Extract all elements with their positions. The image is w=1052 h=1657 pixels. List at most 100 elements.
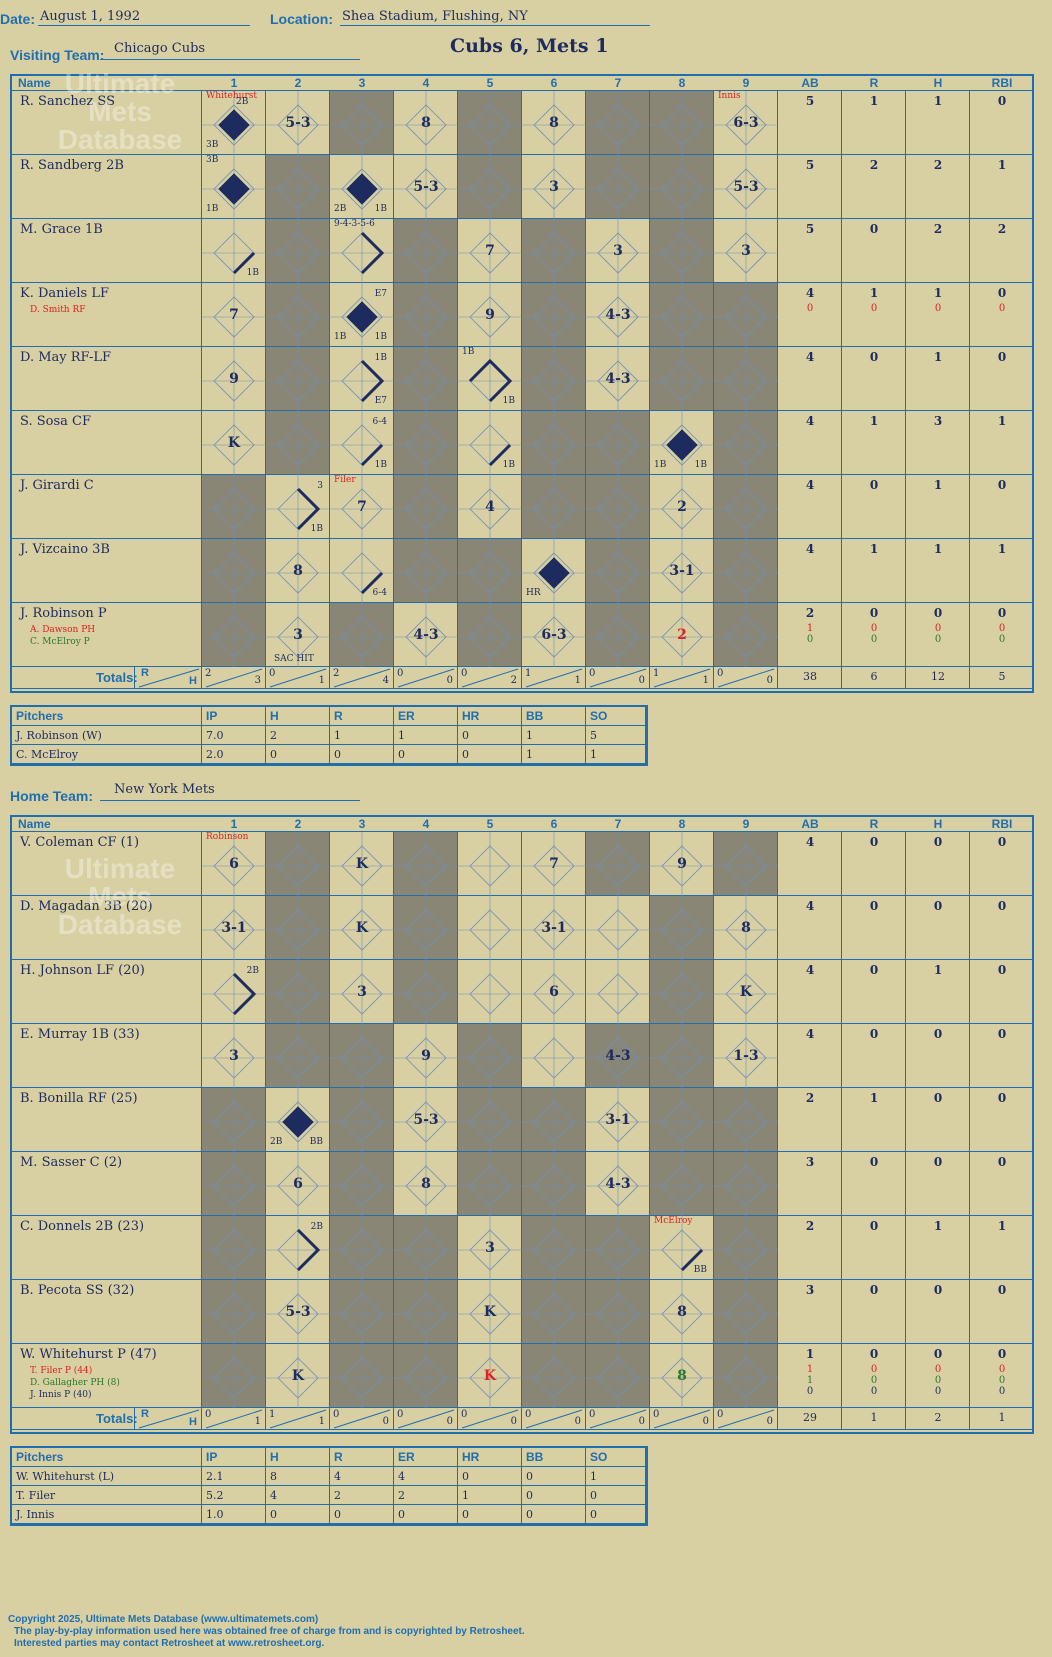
inning-runs: 0 bbox=[205, 1409, 212, 1420]
header-8: 8 bbox=[678, 76, 686, 90]
inning-8-cell: 8 bbox=[650, 1344, 714, 1408]
stat-r-cell: 1 bbox=[842, 91, 906, 155]
inning-7-cell bbox=[586, 475, 650, 539]
header-2: 2 bbox=[294, 76, 302, 90]
inning-4-cell bbox=[394, 1216, 458, 1280]
stat-rbi: 0 bbox=[997, 1027, 1007, 1041]
play-result: 3 bbox=[357, 984, 367, 1000]
inning-7-cell bbox=[586, 1216, 650, 1280]
stat-r-cell: 1 bbox=[842, 1088, 906, 1152]
pitcher-h: 2 bbox=[266, 726, 330, 745]
inning-4-cell bbox=[394, 960, 458, 1024]
play-note: 1B bbox=[206, 204, 219, 214]
stat-rbi-cell: 0 bbox=[970, 1280, 1034, 1344]
play-result: 1-3 bbox=[733, 1048, 759, 1064]
stat-ab-cell: 4 bbox=[778, 411, 842, 475]
play-result: 7 bbox=[485, 243, 495, 259]
stat-rbi-cell: 0 bbox=[970, 91, 1034, 155]
stat-rbi: 0 bbox=[997, 1091, 1007, 1105]
inning-7-cell bbox=[586, 960, 650, 1024]
play-note: 1B bbox=[374, 332, 387, 342]
inning-5-cell: 1B 1B bbox=[458, 347, 522, 411]
pitcher-ip: 1.0 bbox=[202, 1505, 266, 1524]
play-result: 4-3 bbox=[605, 1176, 631, 1192]
total-ab: 38 bbox=[778, 667, 842, 689]
game-date: August 1, 1992 bbox=[40, 9, 141, 24]
inning-4-cell: 5-3 bbox=[394, 155, 458, 219]
play-note: E7 bbox=[374, 396, 387, 406]
inning-2-cell: 5-3 bbox=[266, 1280, 330, 1344]
pitcher-so: 0 bbox=[586, 1505, 646, 1524]
batter-name: D. Magadan 3B (20) bbox=[20, 899, 153, 914]
pitcher-r: 0 bbox=[330, 745, 394, 764]
inning-5-cell: K bbox=[458, 1344, 522, 1408]
inning-1-cell bbox=[202, 539, 266, 603]
sub-stat-rbi: 0 bbox=[998, 1375, 1006, 1386]
play-result: 8 bbox=[677, 1368, 687, 1384]
totals-label: Totals: bbox=[96, 1411, 138, 1426]
stat-ab-cell: 3 bbox=[778, 1280, 842, 1344]
play-note: 1B bbox=[374, 460, 387, 470]
stat-h-cell: 0 bbox=[906, 1024, 970, 1088]
stat-ab: 1 bbox=[805, 1347, 815, 1361]
stat-h: 0 bbox=[933, 606, 943, 620]
stat-rbi-cell: 1 bbox=[970, 539, 1034, 603]
play-result: 3 bbox=[741, 243, 751, 259]
stat-rbi: 0 bbox=[997, 94, 1007, 108]
batter-row: J. Vizcaino 3B bbox=[12, 539, 202, 603]
play-result: 3 bbox=[485, 1240, 495, 1256]
inning-9-cell bbox=[714, 603, 778, 667]
inning-1-cell: 2B bbox=[202, 960, 266, 1024]
batter-name: V. Coleman CF (1) bbox=[20, 835, 140, 850]
inning-8-cell: 1B 1B bbox=[650, 411, 714, 475]
stat-rbi-cell: 0 bbox=[970, 896, 1034, 960]
footer-contact: Interested parties may contact Retroshee… bbox=[14, 1638, 325, 1649]
inning-runs: 0 bbox=[717, 668, 724, 679]
sub-stat-h: 0 bbox=[934, 634, 942, 645]
total-rbi: 1 bbox=[970, 1408, 1034, 1430]
batter-row: C. Donnels 2B (23) bbox=[12, 1216, 202, 1280]
play-note: Robinson bbox=[206, 832, 249, 842]
header-7: 7 bbox=[614, 817, 622, 831]
inning-2-cell: 2B bbox=[266, 1216, 330, 1280]
header-4: 4 bbox=[422, 817, 430, 831]
pitcher-name: J. Robinson (W) bbox=[12, 726, 202, 745]
inning-runs: 0 bbox=[397, 668, 404, 679]
play-note: 3B bbox=[206, 140, 219, 150]
stat-ab: 4 bbox=[805, 350, 815, 364]
inning-8-cell bbox=[650, 91, 714, 155]
batter-row: R. Sandberg 2B bbox=[12, 155, 202, 219]
stat-h: 1 bbox=[933, 478, 943, 492]
header-4: 4 bbox=[422, 76, 430, 90]
stat-rbi-cell: 0 bbox=[970, 1152, 1034, 1216]
stat-rbi-cell: 0 bbox=[970, 960, 1034, 1024]
stat-rbi: 1 bbox=[997, 158, 1007, 172]
pitcher-ip: 5.2 bbox=[202, 1486, 266, 1505]
inning-runs: 0 bbox=[717, 1409, 724, 1420]
play-result: 8 bbox=[741, 920, 751, 936]
inning-hits: 0 bbox=[638, 1416, 645, 1427]
batter-row: R. Sanchez SS bbox=[12, 91, 202, 155]
batter-row: E. Murray 1B (33) bbox=[12, 1024, 202, 1088]
pitcher-er: 1 bbox=[394, 726, 458, 745]
play-note: 1B bbox=[310, 524, 323, 534]
inning-6-cell: 6 bbox=[522, 960, 586, 1024]
play-result: 5-3 bbox=[285, 1304, 311, 1320]
sub-stat-ab: 1 bbox=[806, 1375, 814, 1386]
inning-7-cell: 3 bbox=[586, 219, 650, 283]
header-1: 1 bbox=[230, 76, 238, 90]
stat-r: 0 bbox=[869, 350, 879, 364]
inning-4-cell bbox=[394, 832, 458, 896]
play-result: 3 bbox=[293, 627, 303, 643]
header-9: 9 bbox=[742, 817, 750, 831]
pitcher-header-so: SO bbox=[586, 1448, 646, 1467]
inning-hits: 1 bbox=[574, 675, 581, 686]
substitute-name: D. Smith RF bbox=[30, 305, 86, 315]
inning-9-cell: 6-3 Innis bbox=[714, 91, 778, 155]
inning-9-cell: K bbox=[714, 960, 778, 1024]
stat-ab-cell: 2 bbox=[778, 1216, 842, 1280]
